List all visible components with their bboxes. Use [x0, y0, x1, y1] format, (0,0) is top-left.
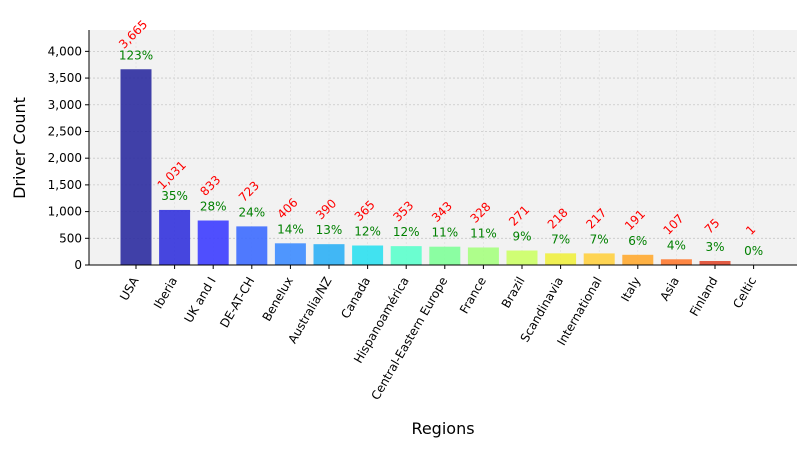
- bar: [274, 243, 306, 265]
- bar: [622, 254, 654, 265]
- x-tick-label: Italy: [618, 275, 643, 305]
- x-axis-title: Regions: [411, 419, 474, 438]
- bar-percent-label: 7%: [551, 232, 570, 246]
- bar-percent-label: 35%: [161, 189, 188, 203]
- bar: [660, 259, 692, 265]
- bar: [467, 247, 499, 265]
- x-tick-label: Brazil: [499, 275, 528, 311]
- bar: [583, 253, 615, 265]
- bar-percent-label: 11%: [431, 226, 458, 240]
- bar-percent-label: 12%: [354, 225, 381, 239]
- bar-percent-label: 7%: [590, 232, 609, 246]
- y-tick-label: 3,000: [48, 98, 82, 112]
- bar: [352, 245, 384, 265]
- bar: [197, 220, 229, 265]
- bar-percent-label: 28%: [200, 200, 227, 214]
- y-tick-label: 4,000: [48, 44, 82, 58]
- x-tick-label: Celtic: [730, 275, 759, 311]
- bar-percent-label: 14%: [277, 222, 304, 236]
- x-tick-label: Benelux: [260, 275, 296, 324]
- x-tick-label: France: [457, 275, 489, 317]
- bar: [506, 250, 538, 265]
- x-tick-label: UK and I: [181, 275, 218, 326]
- x-tick-label: DE-AT-CH: [217, 275, 257, 331]
- bars: [120, 69, 770, 266]
- bar-percent-label: 9%: [512, 230, 531, 244]
- bar-percent-label: 3%: [705, 240, 724, 254]
- y-axis-title: Driver Count: [10, 97, 29, 199]
- bar-percent-label: 12%: [393, 225, 420, 239]
- bar-percent-label: 24%: [238, 205, 265, 219]
- y-tick-label: 500: [59, 231, 82, 245]
- x-tick-label: USA: [117, 274, 142, 303]
- bar-percent-label: 13%: [316, 223, 343, 237]
- bar-percent-label: 0%: [744, 244, 763, 258]
- y-tick-label: 1,000: [48, 205, 82, 219]
- y-axis-ticks: 0 500 1,000 1,500 2,000 2,500 3,000 3,500 4,000: [48, 44, 89, 272]
- x-tick-label: Asia: [657, 275, 682, 304]
- bar-percent-label: 11%: [470, 226, 497, 240]
- y-tick-label: 2,500: [48, 124, 82, 138]
- x-tick-label: Central-Eastern Europe: [368, 275, 450, 403]
- y-tick-label: 3,500: [48, 71, 82, 85]
- bar: [120, 69, 152, 266]
- x-tick-label: Finland: [687, 275, 721, 319]
- x-tick-label: Iberia: [151, 275, 180, 312]
- bar: [699, 260, 731, 265]
- bar: [429, 246, 461, 265]
- bar: [545, 253, 577, 265]
- bar-percent-label: 6%: [628, 234, 647, 248]
- y-tick-label: 2,000: [48, 151, 82, 165]
- y-tick-label: 1,500: [48, 178, 82, 192]
- x-tick-label: Canada: [338, 275, 373, 322]
- bar-percent-label: 4%: [667, 238, 686, 252]
- x-axis-ticks: USA Iberia UK and IDE-AT-CH BeneluxAustrali…: [117, 265, 759, 402]
- y-tick-label: 0: [74, 258, 82, 272]
- bar: [390, 246, 422, 265]
- bar: [236, 226, 268, 265]
- bar-percent-label: 123%: [119, 48, 153, 62]
- bar: [313, 244, 345, 265]
- bar: [159, 209, 191, 265]
